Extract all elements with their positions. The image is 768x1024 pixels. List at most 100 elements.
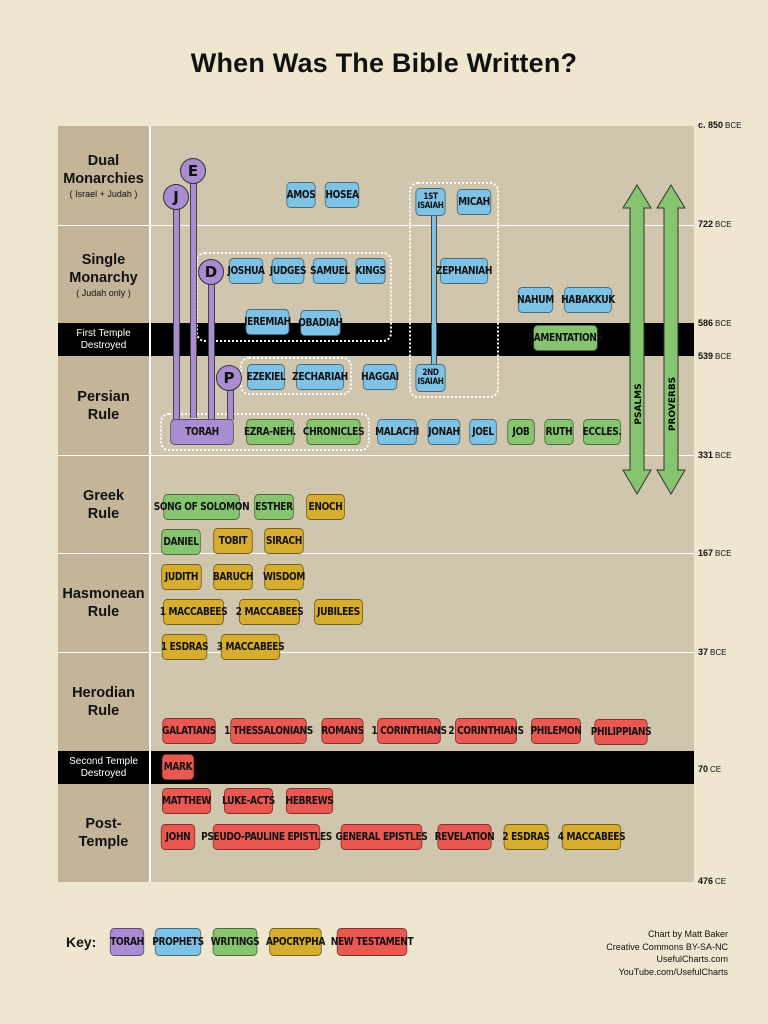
- legend-apocrypha: APOCRYPHA: [266, 928, 325, 956]
- period-label: Persian Rule: [77, 388, 130, 423]
- date-tick: 331 BCE: [698, 450, 732, 460]
- date-tick: 37 BCE: [698, 647, 727, 657]
- book-haggai: HAGGAI: [361, 364, 399, 390]
- book-1-corinthians: 1 CORINTHIANS: [371, 718, 447, 744]
- book-ruth: RUTH: [544, 419, 574, 445]
- period-label: Herodian Rule: [72, 685, 135, 719]
- book-tobit: TOBIT: [213, 528, 253, 554]
- book-revelation: REVELATION: [435, 824, 495, 850]
- source-d-icon: D: [198, 259, 224, 285]
- book-john: JOHN: [160, 824, 196, 850]
- book-zechariah: ZECHARIAH: [292, 364, 348, 390]
- book-philemon: PHILEMON: [531, 718, 582, 744]
- book-esther: ESTHER: [254, 494, 294, 520]
- period-sublabel: ( Israel + Judah ): [69, 189, 138, 199]
- period-label: Dual Monarchies: [63, 153, 144, 187]
- book-general-epistles: GENERAL EPISTLES: [336, 824, 428, 850]
- book-3-maccabees: 3 MACCABEES: [217, 634, 285, 660]
- book-wisdom: WISDOM: [263, 564, 305, 590]
- period-second-temple-destroyed: Second Temple Destroyed: [58, 751, 694, 784]
- legend-prophets: PROPHETS: [152, 928, 204, 956]
- book-sirach: SIRACH: [264, 528, 304, 554]
- period-first-temple-destroyed: First Temple Destroyed: [58, 323, 694, 356]
- book-1-maccabees: 1 MACCABEES: [160, 599, 228, 625]
- book-judith: JUDITH: [161, 564, 202, 590]
- book-hosea: HOSEA: [324, 182, 360, 208]
- book-daniel: DANIEL: [161, 529, 201, 555]
- legend-torah: TORAH: [109, 928, 145, 956]
- book-jonah: JONAH: [427, 419, 461, 445]
- source-d-line: [208, 280, 215, 420]
- book-eccles: ECCLES.: [583, 419, 622, 445]
- book-hebrews: HEBREWS: [286, 788, 334, 814]
- book-jubilees: JUBILEES: [313, 599, 364, 625]
- date-tick: 586 BCE: [698, 318, 732, 328]
- legend-new-testament: NEW TESTAMENT: [331, 928, 414, 956]
- period-label: Greek Rule: [82, 487, 125, 522]
- book-2nd-isaiah: 2ND ISAIAH: [415, 364, 446, 392]
- proverbs-label: PROVERBS: [668, 377, 678, 431]
- date-tick: 476 CE: [698, 876, 727, 886]
- credit-youtube: YouTube.com/UsefulCharts: [618, 966, 728, 977]
- book-4-maccabees: 4 MACCABEES: [558, 824, 626, 850]
- deuteronomistic-group-outline: [196, 252, 392, 342]
- book-habakkuk: HABAKKUK: [561, 287, 615, 313]
- book-song-of-solomon: SONG OF SOLOMON: [154, 494, 250, 520]
- book-matthew: MATTHEW: [162, 788, 211, 814]
- book-zephaniah: ZEPHANIAH: [436, 258, 492, 284]
- book-luke-acts: LUKE-ACTS: [222, 788, 275, 814]
- book-1-thessalonians: 1 THESSALONIANS: [224, 718, 313, 744]
- chart-title: When Was The Bible Written?: [190, 48, 578, 78]
- period-label: Single Monarchy: [69, 252, 138, 286]
- period-label: First Temple Destroyed: [76, 327, 131, 351]
- credit-license: Creative Commons BY-SA-NC: [606, 941, 728, 952]
- date-tick: 722 BCE: [698, 219, 732, 229]
- period-label: Hasmonean Rule: [62, 586, 145, 620]
- torah-group-outline: [160, 413, 370, 451]
- psalms-arrow: [622, 184, 652, 495]
- book-chronicles: CHRONICLES: [303, 419, 365, 445]
- period-label: Post- Temple: [78, 816, 129, 850]
- period-label: Second Temple Destroyed: [69, 755, 138, 779]
- psalms-label: PSALMS: [634, 383, 644, 424]
- date-tick: 70 CE: [698, 764, 722, 774]
- book-micah: MICAH: [456, 189, 492, 215]
- source-p-icon: P: [216, 365, 242, 391]
- book-2-esdras: 2 ESDRAS: [502, 824, 550, 850]
- legend-writings: WRITINGS: [211, 928, 260, 956]
- book-obadiah: OBADIAH: [298, 310, 343, 336]
- legend-label: Key:: [66, 934, 97, 950]
- book-mark: MARK: [161, 754, 195, 780]
- credits: Chart by Matt Baker Creative Commons BY-…: [606, 928, 728, 978]
- proverbs-arrow: [656, 184, 686, 495]
- book-samuel: SAMUEL: [310, 258, 350, 284]
- book-2-corinthians: 2 CORINTHIANS: [448, 718, 524, 744]
- source-p-line: [227, 385, 234, 420]
- book-galatians: GALATIANS: [162, 718, 216, 744]
- book-philippians: PHILIPPIANS: [591, 719, 652, 745]
- book-enoch: ENOCH: [306, 494, 345, 520]
- date-tick: 167 BCE: [698, 548, 732, 558]
- book-romans: ROMANS: [321, 718, 364, 744]
- book-1-esdras: 1 ESDRAS: [161, 634, 208, 660]
- book-ezra-neh: EZRA-NEH.: [244, 419, 296, 445]
- book-amos: AMOS: [286, 182, 316, 208]
- book-kings: KINGS: [355, 258, 386, 284]
- book-1st-isaiah: 1ST ISAIAH: [415, 188, 446, 216]
- book-joshua: JOSHUA: [227, 258, 265, 284]
- book-lamentations: LAMENTATIONS: [528, 325, 603, 351]
- book-malachi: MALACHI: [375, 419, 419, 445]
- book-ezekiel: EZEKIEL: [247, 364, 286, 390]
- book-2-maccabees: 2 MACCABEES: [236, 599, 304, 625]
- book-pseudo-pauline-epistles: PSEUDO-PAULINE EPISTLES: [201, 824, 332, 850]
- source-e-icon: E: [180, 158, 206, 184]
- isaiah-line: [431, 214, 437, 372]
- book-judges: JUDGES: [270, 258, 306, 284]
- period-sublabel: ( Judah only ): [76, 288, 131, 298]
- date-tick: 539 BCE: [698, 351, 732, 361]
- source-j-icon: J: [163, 184, 189, 210]
- source-j-line: [173, 200, 180, 420]
- book-baruch: BARUCH: [213, 564, 253, 590]
- source-e-line: [190, 178, 197, 418]
